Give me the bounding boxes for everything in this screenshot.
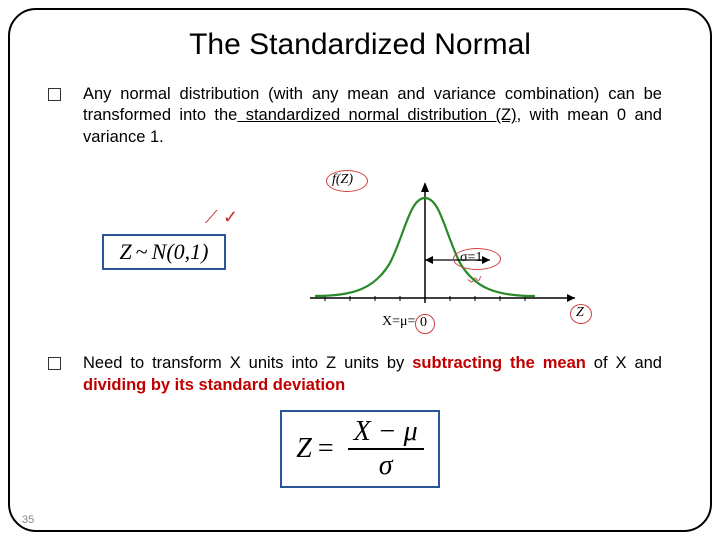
bullet-2: Need to transform X units into Z units b…	[30, 353, 690, 396]
b2-prefix: Need to transform X units into Z units b…	[83, 354, 412, 372]
b2-red2: dividing by its standard deviation	[83, 376, 345, 394]
slide-content: The Standardized Normal Any normal distr…	[30, 20, 690, 520]
f2-eq: =	[318, 433, 334, 465]
label-zero: 0	[420, 315, 427, 331]
formula-box-z: Z = X − μ σ	[280, 410, 439, 488]
label-z: Z	[576, 305, 584, 321]
f2-lhs: Z	[296, 433, 312, 465]
label-sigma: σ=1	[460, 250, 482, 266]
label-xmu: X=μ=	[382, 314, 415, 330]
bullet-marker	[48, 357, 61, 370]
page-number: 35	[22, 514, 34, 526]
bullet-1: Any normal distribution (with any mean a…	[30, 84, 690, 148]
b1-underline: standardized normal distribution (Z)	[237, 106, 516, 124]
b2-mid: of X and	[586, 354, 662, 372]
zn-tilde: ~	[136, 239, 148, 265]
diagram-area: Z ~ N(0,1) ⟋ ✓ 〰	[30, 162, 690, 347]
f2-frac: X − μ σ	[348, 418, 424, 480]
bell-curve-svg	[275, 168, 595, 338]
y-axis-arrow	[421, 182, 429, 192]
x-axis-arrow	[567, 294, 575, 302]
handmark-1: ⟋	[205, 207, 218, 228]
sigma-arrow-head-l	[425, 256, 433, 264]
zn-lhs: Z	[120, 239, 132, 265]
f2-top: X − μ	[348, 418, 424, 450]
label-fz: f(Z)	[332, 172, 353, 188]
formula-box-zn: Z ~ N(0,1)	[102, 234, 226, 270]
bullet-2-text: Need to transform X units into Z units b…	[83, 353, 662, 396]
bullet-marker	[48, 88, 61, 101]
zn-rhs: N(0,1)	[152, 239, 209, 265]
b2-red1: subtracting the mean	[412, 354, 586, 372]
formula-area: Z = X − μ σ	[30, 410, 690, 488]
slide-title: The Standardized Normal	[30, 28, 690, 62]
bullet-1-text: Any normal distribution (with any mean a…	[83, 84, 662, 148]
handmark-2: ✓	[223, 207, 238, 228]
f2-bot: σ	[379, 450, 393, 480]
